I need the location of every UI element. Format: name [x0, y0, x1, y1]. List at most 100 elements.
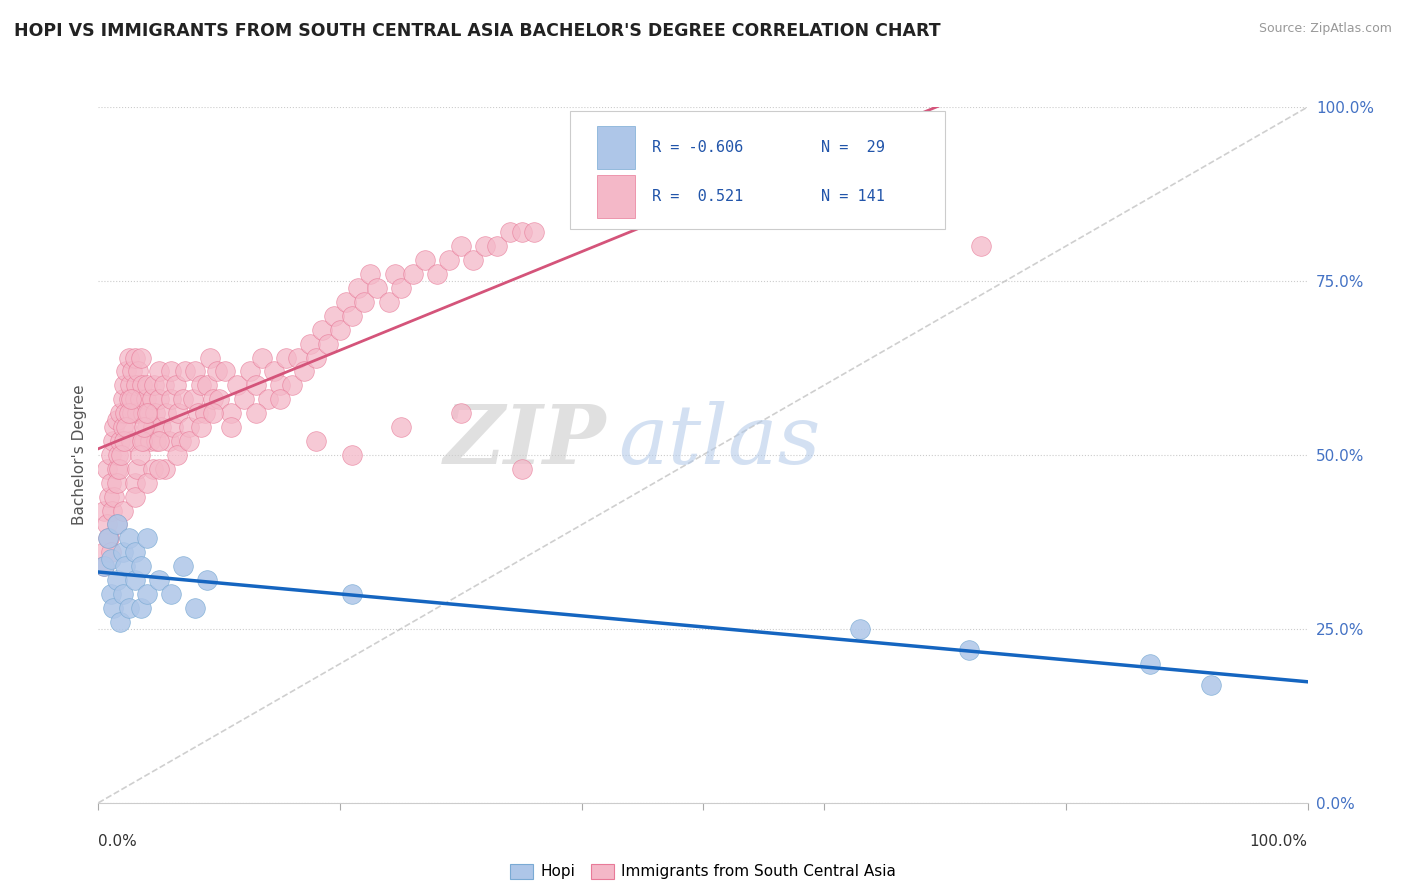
- Point: [118, 392, 141, 407]
- Point: [105, 517, 128, 532]
- Point: [389, 420, 412, 434]
- Point: [134, 434, 156, 448]
- Point: [195, 573, 218, 587]
- FancyBboxPatch shape: [596, 126, 636, 169]
- Point: [221, 420, 243, 434]
- Point: [166, 448, 188, 462]
- Point: [402, 267, 425, 281]
- Point: [129, 601, 152, 615]
- FancyBboxPatch shape: [569, 111, 945, 229]
- Point: [97, 532, 120, 546]
- Point: [353, 294, 375, 309]
- Point: [96, 517, 118, 532]
- Point: [510, 462, 533, 476]
- Point: [124, 351, 146, 365]
- Point: [347, 281, 370, 295]
- Point: [498, 225, 520, 239]
- Point: [389, 281, 412, 295]
- Point: [120, 434, 142, 448]
- Point: [148, 364, 170, 378]
- Point: [190, 420, 212, 434]
- Point: [101, 601, 124, 615]
- Point: [287, 351, 309, 365]
- Point: [274, 351, 297, 365]
- Point: [269, 392, 291, 407]
- Point: [124, 490, 146, 504]
- Point: [153, 462, 176, 476]
- Point: [93, 559, 115, 574]
- Point: [226, 378, 249, 392]
- Point: [105, 517, 128, 532]
- Point: [105, 475, 128, 490]
- Text: 100.0%: 100.0%: [1250, 834, 1308, 849]
- Point: [269, 378, 291, 392]
- Point: [148, 392, 170, 407]
- Point: [184, 601, 207, 615]
- Point: [127, 462, 149, 476]
- Point: [100, 448, 122, 462]
- Point: [474, 239, 496, 253]
- Point: [112, 434, 135, 448]
- Point: [169, 434, 191, 448]
- Point: [100, 475, 122, 490]
- Point: [329, 323, 352, 337]
- Point: [202, 392, 225, 407]
- Point: [187, 406, 209, 420]
- Point: [970, 239, 993, 253]
- Point: [93, 503, 115, 517]
- Point: [135, 532, 157, 546]
- Point: [98, 532, 121, 546]
- Point: [114, 406, 136, 420]
- Point: [108, 462, 131, 476]
- Point: [135, 392, 157, 407]
- Point: [214, 364, 236, 378]
- Point: [152, 378, 174, 392]
- Point: [177, 434, 201, 448]
- Point: [115, 420, 138, 434]
- Point: [1199, 677, 1222, 691]
- Point: [148, 573, 170, 587]
- Point: [121, 406, 143, 420]
- Text: 0.0%: 0.0%: [98, 834, 138, 849]
- Point: [141, 392, 163, 407]
- Point: [957, 642, 980, 657]
- Point: [111, 545, 134, 559]
- Point: [103, 420, 125, 434]
- Point: [139, 434, 162, 448]
- Point: [160, 364, 183, 378]
- Point: [127, 406, 149, 420]
- FancyBboxPatch shape: [596, 175, 636, 218]
- Point: [107, 448, 129, 462]
- Point: [1139, 657, 1161, 671]
- Point: [111, 587, 134, 601]
- Point: [181, 392, 204, 407]
- Point: [323, 309, 346, 323]
- Point: [305, 434, 328, 448]
- Text: N = 141: N = 141: [821, 188, 886, 203]
- Point: [150, 420, 173, 434]
- Point: [198, 351, 221, 365]
- Point: [142, 462, 165, 476]
- Point: [100, 587, 122, 601]
- Point: [135, 587, 157, 601]
- Point: [96, 462, 118, 476]
- Point: [100, 552, 122, 566]
- Point: [177, 420, 201, 434]
- Text: R =  0.521: R = 0.521: [652, 188, 744, 203]
- Point: [413, 253, 436, 268]
- Point: [124, 545, 146, 559]
- Point: [101, 434, 124, 448]
- Point: [849, 622, 872, 636]
- Point: [143, 406, 166, 420]
- Point: [335, 294, 357, 309]
- Point: [135, 406, 157, 420]
- Point: [437, 253, 460, 268]
- Point: [208, 392, 231, 407]
- Point: [128, 448, 150, 462]
- Point: [245, 406, 267, 420]
- Point: [292, 364, 315, 378]
- Y-axis label: Bachelor's Degree: Bachelor's Degree: [72, 384, 87, 525]
- Point: [202, 406, 225, 420]
- Point: [162, 420, 184, 434]
- Point: [426, 267, 449, 281]
